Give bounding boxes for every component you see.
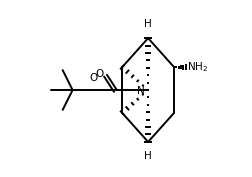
Text: H: H: [144, 151, 152, 161]
Text: N: N: [137, 86, 145, 96]
Text: O: O: [89, 73, 97, 83]
Text: O: O: [95, 68, 104, 79]
Text: NH$_2$: NH$_2$: [187, 60, 208, 74]
Text: H: H: [144, 19, 152, 29]
